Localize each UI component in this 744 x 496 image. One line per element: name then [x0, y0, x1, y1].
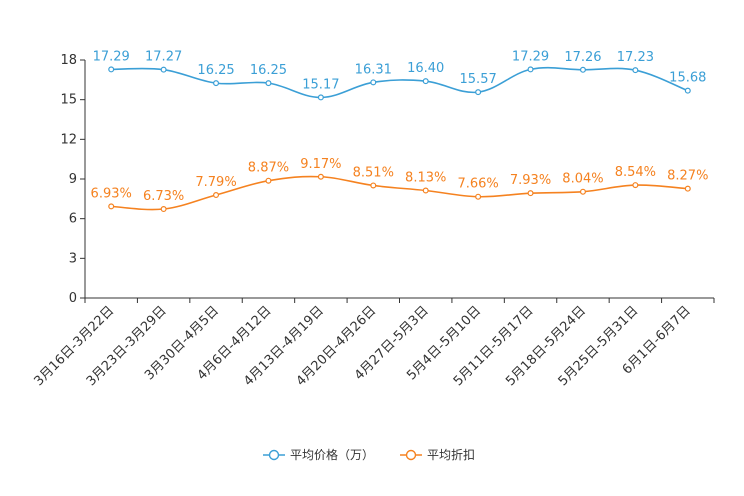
series-line-2 — [111, 175, 688, 211]
data-point — [475, 193, 482, 200]
data-point — [632, 182, 639, 189]
data-point — [370, 182, 377, 189]
y-tick-label: 6 — [69, 212, 77, 227]
y-tick-label: 9 — [69, 172, 77, 187]
data-point — [684, 87, 691, 94]
data-point — [684, 185, 691, 192]
data-label: 7.66% — [457, 177, 498, 192]
data-label: 8.27% — [667, 169, 708, 184]
y-tick-label: 0 — [69, 291, 77, 306]
data-point — [213, 80, 220, 87]
series-line-1 — [111, 66, 689, 99]
data-label: 17.29 — [93, 49, 130, 64]
data-label: 17.27 — [145, 50, 182, 65]
legend-label: 平均价格（万） — [290, 447, 374, 462]
data-point — [160, 66, 167, 73]
legend-label: 平均折扣 — [427, 447, 475, 462]
data-point — [160, 206, 167, 213]
data-label: 16.25 — [250, 63, 287, 78]
data-point — [422, 78, 429, 85]
legend-item-1[interactable]: 平均价格（万） — [263, 447, 374, 462]
data-label: 17.26 — [564, 50, 601, 65]
chart-axes: 03691215183月16日-3月22日3月23日-3月29日3月30日-4月… — [31, 53, 715, 389]
data-label: 8.54% — [615, 165, 656, 180]
legend-marker-icon — [405, 449, 417, 461]
data-point — [265, 177, 272, 184]
data-point — [475, 89, 482, 96]
data-label: 15.68 — [669, 71, 706, 86]
data-label: 17.23 — [617, 50, 654, 65]
data-point — [265, 80, 272, 87]
data-point — [370, 79, 377, 86]
legend-item-2[interactable]: 平均折扣 — [400, 447, 475, 462]
data-label: 16.40 — [407, 61, 444, 76]
data-label: 8.87% — [248, 161, 289, 176]
data-point — [632, 67, 639, 74]
data-label: 6.73% — [143, 189, 184, 204]
data-label: 6.93% — [91, 186, 132, 201]
legend-marker-icon — [268, 449, 280, 461]
data-label: 15.57 — [460, 72, 497, 87]
data-label: 8.13% — [405, 171, 446, 186]
data-label: 8.51% — [353, 165, 394, 180]
data-label: 7.79% — [195, 175, 236, 190]
data-label: 9.17% — [300, 157, 341, 172]
data-point — [422, 187, 429, 194]
data-label: 16.31 — [355, 62, 392, 77]
data-point — [317, 173, 324, 180]
data-point — [213, 191, 220, 198]
data-point — [579, 188, 586, 195]
data-point — [317, 94, 324, 101]
data-point — [108, 66, 115, 73]
chart-legend[interactable]: 平均价格（万） 平均折扣 — [263, 447, 475, 462]
data-point — [108, 203, 115, 210]
chart-series: 17.29 17.27 16.25 16.25 15.17 16.31 16.40 15.57… — [91, 49, 708, 213]
data-label: 7.93% — [510, 173, 551, 188]
data-label: 16.25 — [197, 63, 234, 78]
y-tick-label: 15 — [60, 93, 77, 108]
data-point — [527, 66, 534, 73]
data-label: 17.29 — [512, 49, 549, 64]
y-tick-label: 18 — [60, 53, 77, 68]
y-tick-label: 3 — [69, 251, 77, 266]
data-point — [579, 66, 586, 73]
data-label: 8.04% — [562, 172, 603, 187]
y-tick-label: 12 — [60, 132, 77, 147]
data-label: 15.17 — [302, 77, 339, 92]
data-point — [527, 190, 534, 197]
